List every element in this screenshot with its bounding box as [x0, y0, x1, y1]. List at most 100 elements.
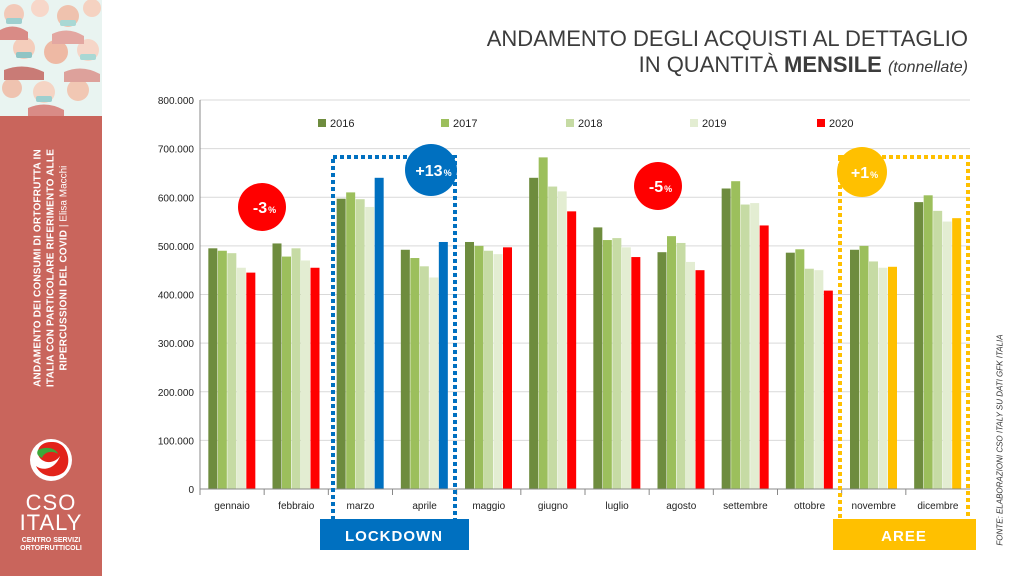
logo-sub-2: ORTOFRUTTICOLI	[20, 545, 82, 552]
people-illustration	[0, 0, 102, 116]
bar-2018-aprile	[419, 266, 429, 489]
legend-label-2020: 2020	[829, 118, 853, 130]
badge-percent-3: %	[664, 184, 672, 194]
sidebar: ANDAMENTO DEI CONSUMI DI ORTOFRUTTA IN I…	[0, 0, 102, 576]
x-tick-label: giugno	[538, 501, 568, 512]
y-tick-label: 600.000	[158, 193, 195, 204]
bar-2017-luglio	[602, 240, 612, 489]
bar-2016-aprile	[400, 249, 410, 489]
badge-value-1: -3	[253, 200, 267, 217]
bar-2016-marzo	[336, 198, 346, 490]
badge-value-2: +13	[415, 163, 442, 180]
y-tick-label: 100.000	[158, 436, 195, 447]
bar-2016-luglio	[593, 227, 603, 489]
x-tick-label: dicembre	[917, 501, 959, 512]
bar-2017-maggio	[474, 245, 484, 489]
badge-circle-4	[837, 147, 887, 197]
badge-percent-1: %	[268, 205, 276, 215]
logo-name-1: CSO	[25, 490, 77, 515]
bar-2019-gennaio	[236, 267, 246, 489]
title-line-2-suffix: (tonnellate)	[887, 59, 968, 76]
badge-value-4: +1	[851, 165, 869, 182]
bar-2018-settembre	[740, 204, 750, 489]
y-tick-label: 700.000	[158, 145, 195, 156]
x-tick-label: novembre	[852, 501, 897, 512]
bar-2020-maggio	[503, 247, 512, 489]
title-line-2: IN QUANTITÀ MENSILE (tonnellate)	[408, 52, 968, 81]
bar-2017-marzo	[346, 192, 356, 489]
bar-2017-agosto	[667, 236, 676, 489]
bar-2017-febbraio	[282, 256, 291, 489]
bar-2016-febbraio	[272, 243, 282, 489]
x-tick-label: aprile	[412, 501, 437, 512]
bar-2020-dicembre	[952, 218, 962, 489]
y-tick-label: 500.000	[158, 242, 195, 253]
legend-label-2019: 2019	[702, 118, 726, 130]
legend-label-2017: 2017	[453, 118, 477, 130]
title-line-2-bold: MENSILE	[784, 52, 882, 77]
bar-2018-maggio	[484, 250, 493, 489]
x-tick-label: febbraio	[278, 501, 315, 512]
legend-swatch-2017	[441, 119, 449, 127]
bar-2018-gennaio	[227, 253, 237, 489]
bar-2016-giugno	[529, 177, 539, 490]
bar-2020-giugno	[567, 211, 577, 489]
badge-percent-4: %	[870, 170, 878, 180]
bar-2019-giugno	[557, 191, 567, 490]
bar-2019-luglio	[621, 247, 631, 489]
bar-2017-dicembre	[923, 195, 933, 489]
bar-2018-novembre	[869, 261, 878, 489]
bar-2019-ottobre	[814, 270, 824, 489]
bar-2018-giugno	[548, 186, 558, 490]
title-line-1: ANDAMENTO DEGLI ACQUISTI AL DETTAGLIO	[486, 26, 968, 51]
bar-2016-maggio	[465, 241, 474, 489]
aree-label-bg	[833, 519, 976, 550]
bar-2019-febbraio	[301, 260, 310, 489]
bar-2018-febbraio	[291, 248, 301, 489]
bar-2019-settembre	[750, 203, 760, 489]
badge-circle-3	[634, 162, 682, 210]
page-title: ANDAMENTO DEGLI ACQUISTI AL DETTAGLIO IN…	[408, 26, 968, 81]
logo-swirl-icon	[30, 439, 72, 481]
legend-swatch-2018	[566, 119, 574, 127]
bar-2018-agosto	[676, 242, 686, 489]
legend-label-2016: 2016	[330, 118, 354, 130]
bar-2019-dicembre	[942, 221, 952, 489]
title-line-2-prefix: IN QUANTITÀ	[638, 52, 785, 77]
y-tick-label: 300.000	[158, 339, 195, 350]
badge-value-3: -5	[649, 179, 663, 196]
bar-2019-maggio	[493, 254, 503, 489]
logo-sub-1: CENTRO SERVIZI	[21, 537, 81, 544]
legend-swatch-2019	[690, 119, 698, 127]
x-tick-label: ottobre	[794, 501, 826, 512]
bar-2020-marzo	[374, 177, 384, 490]
bar-2017-gennaio	[217, 250, 227, 489]
x-tick-label: settembre	[723, 501, 768, 512]
logo-name-2: ITALY	[19, 510, 83, 535]
bar-2019-aprile	[429, 277, 439, 489]
bar-2018-luglio	[612, 238, 622, 489]
badge-circle-2	[405, 144, 457, 196]
cso-italy-logo: CSO ITALY CENTRO SERVIZI ORTOFRUTTICOLI	[8, 436, 94, 570]
y-tick-label: 800.000	[158, 96, 195, 107]
x-tick-label: maggio	[472, 501, 505, 512]
x-tick-label: agosto	[666, 501, 696, 512]
bar-2020-aprile	[438, 241, 448, 489]
bar-2016-novembre	[850, 249, 859, 489]
y-tick-label: 400.000	[158, 291, 195, 302]
lockdown-label: LOCKDOWN	[345, 528, 443, 545]
bar-2020-settembre	[759, 225, 769, 489]
legend-swatch-2020	[817, 119, 825, 127]
bar-2020-gennaio	[246, 272, 256, 489]
lockdown-label-bg	[320, 519, 469, 550]
legend-swatch-2016	[318, 119, 326, 127]
bar-2018-dicembre	[933, 210, 943, 490]
badge-circle-1	[238, 183, 286, 231]
badge-percent-2: %	[444, 168, 452, 178]
bar-2016-gennaio	[208, 248, 218, 489]
aree-label: AREE	[881, 528, 927, 545]
bar-2020-ottobre	[823, 290, 833, 489]
bar-2017-giugno	[538, 157, 548, 489]
x-tick-label: luglio	[605, 501, 629, 512]
